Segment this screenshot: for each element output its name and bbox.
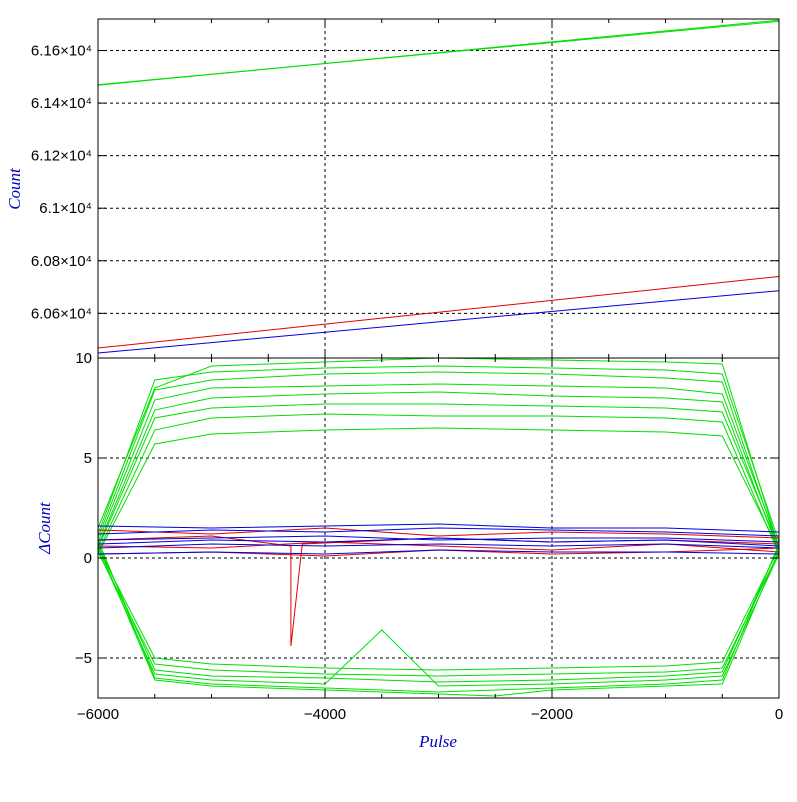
top-series bbox=[97, 19, 780, 354]
series-line-blue bbox=[97, 527, 780, 537]
top-plot-frame bbox=[97, 18, 780, 359]
series-line-green bbox=[97, 20, 780, 86]
series-line-green bbox=[97, 391, 780, 553]
y-tick-label: 0 bbox=[84, 550, 92, 567]
top-ticks: 6.06×10⁴ 6.08×10⁴ 6.1×10⁴ 6.12×10⁴ 6.14×10⁴ 6… bbox=[31, 19, 780, 358]
series-line-green bbox=[97, 383, 780, 547]
series-line-red bbox=[97, 527, 780, 539]
series-line-red bbox=[97, 276, 780, 349]
y-tick-label: 6.16×10⁴ bbox=[31, 43, 92, 60]
series-line-blue bbox=[97, 543, 780, 549]
y-tick-label: 10 bbox=[75, 350, 92, 367]
series-line-green bbox=[97, 357, 780, 549]
x-tick-label: −2000 bbox=[531, 706, 573, 723]
y-tick-label: 6.08×10⁴ bbox=[31, 253, 92, 270]
series-line-green bbox=[97, 547, 780, 671]
series-line-green bbox=[97, 549, 780, 687]
y-tick-label: 6.12×10⁴ bbox=[31, 148, 92, 165]
x-tick-label: −4000 bbox=[304, 706, 346, 723]
series-line-blue bbox=[97, 523, 780, 533]
x-tick-label: −6000 bbox=[77, 706, 119, 723]
series-line-green bbox=[97, 365, 780, 543]
series-line-blue bbox=[97, 537, 780, 547]
bottom-y-axis-label: ΔCount bbox=[35, 501, 54, 555]
bottom-panel: −5 0 5 10 −6000 −4000 −2000 0 ΔCount Pulse bbox=[35, 350, 783, 751]
series-line-green bbox=[97, 551, 780, 677]
bottom-plot-frame bbox=[97, 357, 780, 699]
series-line-green bbox=[97, 539, 780, 693]
y-tick-label: 6.1×10⁴ bbox=[39, 200, 92, 217]
series-line-green bbox=[97, 371, 780, 551]
top-grid bbox=[98, 19, 779, 358]
y-tick-label: 5 bbox=[84, 450, 92, 467]
x-tick-label: 0 bbox=[775, 706, 783, 723]
y-tick-label: 6.14×10⁴ bbox=[31, 95, 92, 112]
y-tick-label: −5 bbox=[75, 650, 92, 667]
bottom-series bbox=[97, 357, 780, 697]
top-panel: 6.06×10⁴ 6.08×10⁴ 6.1×10⁴ 6.12×10⁴ 6.14×10⁴ 6… bbox=[5, 18, 780, 359]
series-line-blue bbox=[97, 535, 780, 543]
series-line-blue bbox=[97, 290, 780, 354]
series-line-green bbox=[97, 427, 780, 555]
series-line-green bbox=[97, 403, 780, 549]
bottom-ticks: −5 0 5 10 −6000 −4000 −2000 0 bbox=[75, 350, 783, 723]
x-axis-label: Pulse bbox=[418, 732, 457, 751]
series-line-green bbox=[97, 413, 780, 555]
series-line-green bbox=[97, 545, 780, 697]
series-line-green bbox=[97, 543, 780, 683]
series-line-blue bbox=[97, 549, 780, 555]
y-tick-label: 6.06×10⁴ bbox=[31, 305, 92, 322]
top-y-axis-label: Count bbox=[5, 167, 24, 210]
